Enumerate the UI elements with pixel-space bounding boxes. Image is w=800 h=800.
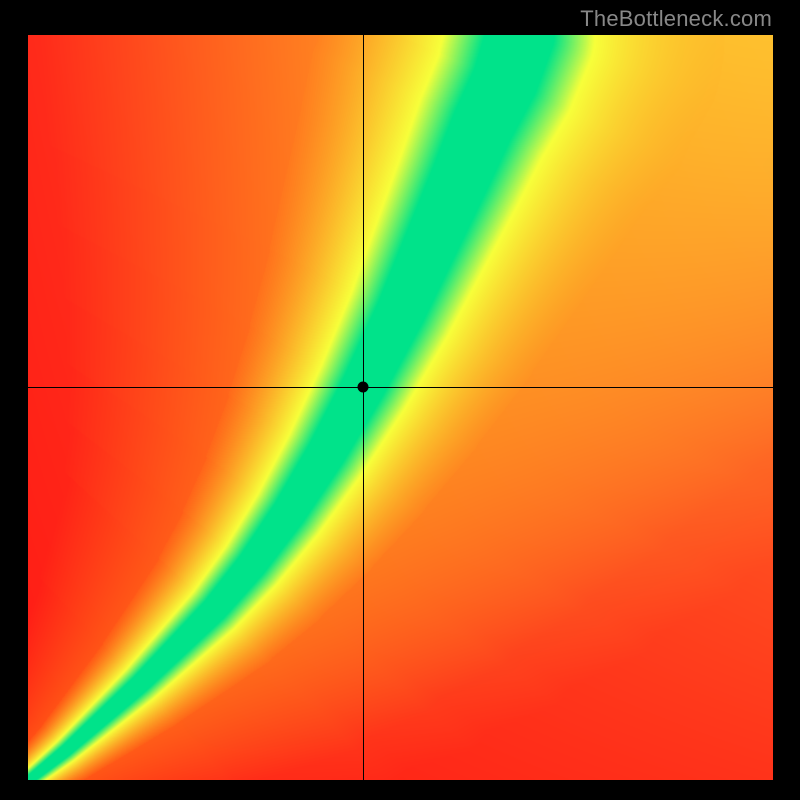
watermark-text: TheBottleneck.com [580, 6, 772, 32]
heatmap-plot [28, 35, 773, 780]
crosshair-marker-dot [358, 381, 369, 392]
crosshair-horizontal-line [28, 387, 773, 388]
heatmap-canvas [28, 35, 773, 780]
crosshair-vertical-line [363, 35, 364, 780]
